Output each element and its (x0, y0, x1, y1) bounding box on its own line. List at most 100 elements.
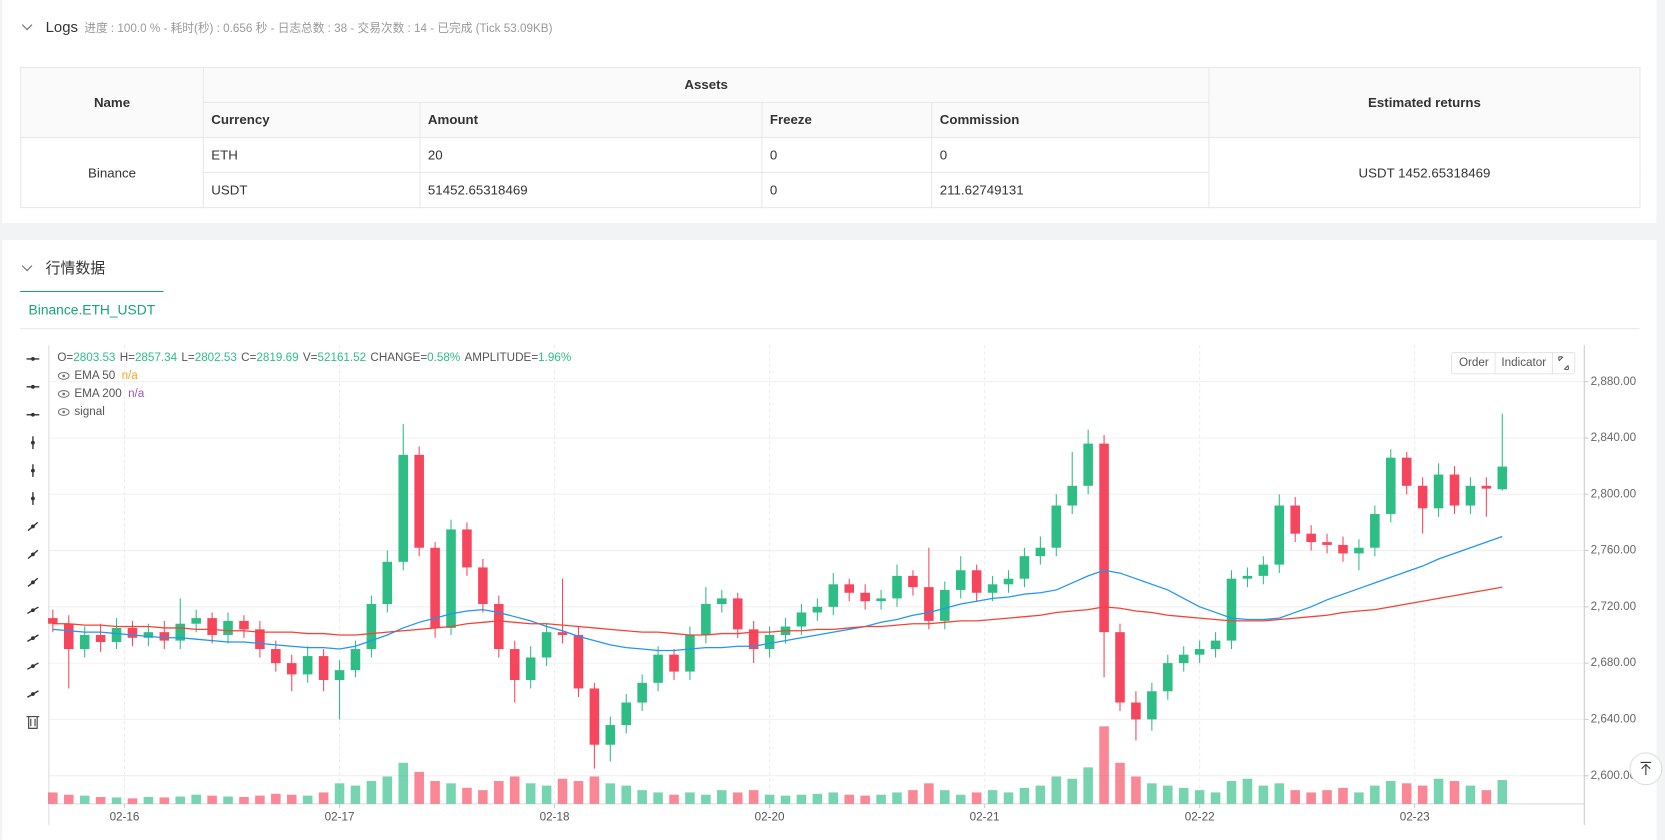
candle-body (971, 570, 982, 593)
candle-body (685, 634, 695, 672)
candle-body (748, 629, 759, 650)
header-cell: Assets (202, 66, 1210, 104)
drawing-tool[interactable] (31, 436, 35, 450)
market-card: 行情数据 Binance.ETH_USDT (2, 239, 1657, 840)
symbol-tab[interactable]: Binance.ETH_USDT (20, 290, 164, 329)
candle-body (318, 656, 329, 681)
drawing-tool[interactable] (31, 492, 35, 505)
drawing-tool[interactable] (26, 384, 40, 389)
market-header[interactable]: 行情数据 (21, 257, 105, 278)
drawing-tool[interactable] (26, 356, 40, 361)
legend-item[interactable]: EMA 50 n/a (57, 369, 138, 382)
drawing-tool[interactable] (27, 662, 39, 670)
collapse-icon[interactable] (21, 260, 33, 272)
y-tick-label: 2,600.00 (1591, 769, 1637, 782)
candle-body (653, 654, 663, 683)
volume-bar (637, 790, 647, 804)
volume-bar (844, 794, 855, 804)
drawing-tool[interactable] (27, 634, 39, 642)
candle-body (1401, 457, 1412, 486)
volume-bar (1370, 785, 1380, 804)
header-cell: Freeze (761, 101, 933, 139)
volume-bar (239, 796, 249, 804)
candle-body (1465, 485, 1476, 506)
logs-title: Logs (45, 18, 78, 36)
cell: 0 (761, 136, 933, 174)
candle-body (494, 604, 504, 650)
order-button[interactable]: Order (1459, 356, 1489, 369)
legend-name: EMA 200 (74, 387, 122, 400)
readout-label: V= (303, 351, 318, 364)
candle-body (1083, 443, 1093, 486)
volume-bar (892, 792, 902, 804)
candle-body (48, 618, 58, 624)
volume-bar (63, 794, 74, 804)
candle-body (557, 632, 568, 635)
fullscreen-icon[interactable] (1558, 356, 1569, 371)
legend-text: EMA 50 n/a (74, 369, 138, 382)
candle-body (844, 584, 855, 593)
volume-bar (669, 794, 679, 804)
volume-bar (764, 794, 775, 804)
eye-icon (57, 390, 70, 398)
volume-bar (462, 787, 472, 804)
cell: 0 (761, 172, 933, 209)
tool-dot (31, 580, 35, 585)
readout-label: H= (120, 351, 135, 364)
drawing-tool[interactable] (31, 464, 35, 477)
candle-body (860, 592, 870, 602)
indicator-button[interactable]: Indicator (1501, 356, 1546, 369)
candle-body (525, 657, 536, 681)
volume-bar (621, 785, 632, 804)
drawing-tool[interactable] (27, 577, 39, 587)
volume-bar (748, 790, 759, 804)
candle-body (940, 589, 950, 621)
candle-body (605, 725, 616, 745)
volume-bar (876, 794, 886, 804)
volume-bar (175, 796, 186, 804)
drawing-tool[interactable] (27, 606, 39, 615)
header-cell: Currency (202, 101, 421, 139)
legend-item[interactable]: EMA 200 n/a (57, 387, 145, 400)
candle-body (541, 632, 552, 658)
drawing-tool[interactable] (27, 690, 39, 698)
volume-bar (1433, 778, 1444, 804)
collapse-icon[interactable] (21, 19, 33, 31)
candle-body (1306, 533, 1316, 543)
volume-bar (509, 776, 520, 804)
volume-bar (127, 798, 138, 804)
legend-item[interactable]: signal (57, 405, 105, 418)
volume-bar (1226, 781, 1237, 804)
candle-body (1370, 513, 1380, 548)
volume-bar (732, 792, 743, 804)
candle-body (828, 584, 839, 607)
eye-pupil (62, 392, 66, 396)
trash-icon (26, 716, 40, 729)
candle-body (191, 618, 201, 624)
drawing-tool[interactable] (27, 521, 39, 532)
drawing-tool[interactable] (27, 549, 39, 560)
candle-body (1449, 474, 1460, 506)
readout-value: 0.58% (427, 351, 460, 364)
candle-body (223, 620, 233, 635)
candle-body (1258, 564, 1269, 576)
volume-bar (95, 796, 106, 804)
candle-body (717, 598, 727, 605)
candle-body (446, 529, 456, 628)
candle-body (366, 604, 377, 650)
candle-body (1147, 691, 1157, 720)
scroll-top-button[interactable] (1627, 750, 1665, 788)
candle-body (350, 649, 361, 671)
chart: Order Indicator 2,600.00 2,640.00 2,680.00… (26, 345, 1637, 826)
drawing-tool[interactable] (26, 716, 40, 729)
logs-header[interactable]: Logs 进度 : 100.0 % - 耗时(秒) : 0.656 秒 - 日志… (21, 18, 552, 36)
tool-dot (31, 608, 35, 613)
eye-icon (57, 371, 70, 380)
volume-bar (1338, 787, 1348, 804)
candle-body (1242, 575, 1253, 579)
volume-bar (1465, 785, 1476, 804)
readout-label: L= (181, 351, 194, 364)
drawing-tool[interactable] (26, 412, 40, 417)
volume-bar (908, 790, 918, 804)
